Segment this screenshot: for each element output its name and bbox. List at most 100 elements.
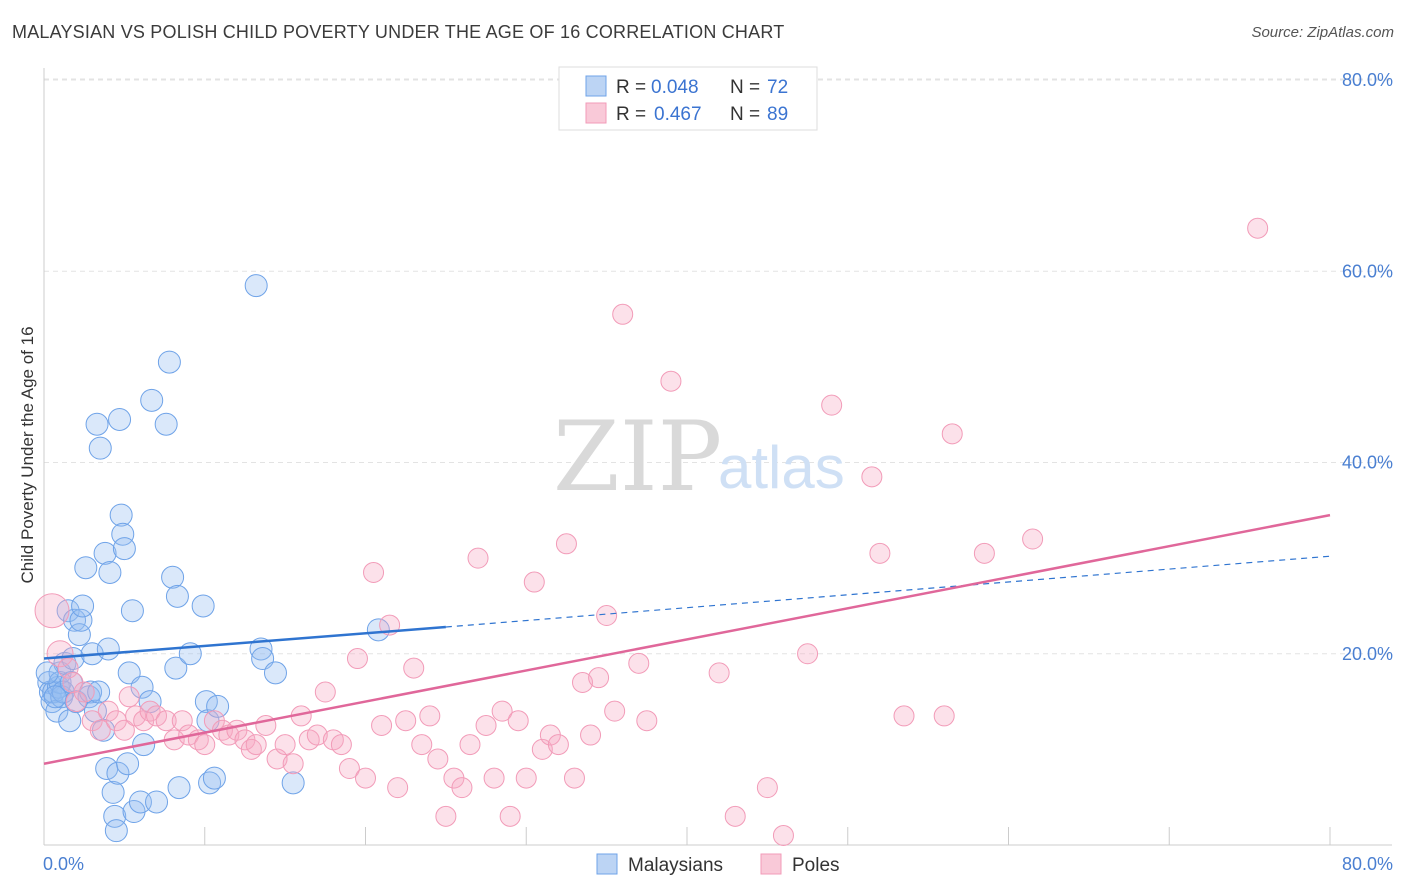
poles-point <box>596 605 618 626</box>
malaysians-point <box>140 388 164 412</box>
poles-point <box>355 767 376 789</box>
bottom-legend-swatch-poles <box>760 853 782 875</box>
poles-point <box>155 710 177 732</box>
malaysians-point <box>191 594 215 618</box>
poles-trend-line <box>43 513 1331 765</box>
poles-point <box>563 767 585 789</box>
poles-point <box>459 734 481 756</box>
poles-point <box>451 777 473 799</box>
bottom-legend-swatch-malaysians <box>596 853 618 875</box>
poles-point <box>363 561 385 583</box>
malaysians-point <box>249 637 273 661</box>
poles-point <box>547 734 569 756</box>
legend-n-label-poles: N = <box>730 104 760 125</box>
legend-r-label-poles: R = <box>616 104 646 125</box>
malaysians-point <box>35 661 59 685</box>
malaysians-point <box>194 690 218 714</box>
poles-point <box>371 714 393 736</box>
poles-point <box>893 705 915 727</box>
malaysians-point <box>85 412 109 436</box>
poles-point <box>245 734 267 756</box>
malaysians-point <box>145 790 169 814</box>
malaysians-point <box>112 537 136 561</box>
poles-point <box>1247 217 1269 239</box>
legend-r-label-malaysians: R = <box>616 77 646 98</box>
poles-point <box>46 640 74 668</box>
poles-point <box>973 542 995 564</box>
poles-point <box>483 767 505 789</box>
poles-point <box>387 777 409 799</box>
malaysians-point <box>87 680 111 704</box>
bottom-legend-label-poles: Poles <box>792 855 840 876</box>
poles-point <box>274 734 296 756</box>
malaysians-point <box>164 656 188 680</box>
x-tick-label-0: 0.0% <box>43 854 84 874</box>
y-tick-label-1: 40.0% <box>1342 453 1393 473</box>
poles-point <box>580 724 602 746</box>
poles-point <box>604 700 626 722</box>
poles-point <box>491 700 513 722</box>
poles-point <box>612 303 634 325</box>
malaysians-point <box>101 780 125 804</box>
malaysians-point <box>244 274 268 298</box>
series-poles-points <box>34 217 1269 846</box>
poles-point <box>869 542 891 564</box>
y-axis-title: Child Poverty Under the Age of 16 <box>18 326 37 583</box>
poles-point <box>403 657 425 679</box>
malaysians-point <box>202 766 226 790</box>
poles-point <box>821 394 843 416</box>
poles-point <box>419 705 441 727</box>
y-tick-label-3: 80.0% <box>1342 70 1393 90</box>
poles-point <box>515 767 537 789</box>
poles-point <box>73 681 95 703</box>
malaysians-point <box>74 556 98 580</box>
malaysians-point <box>43 685 67 709</box>
legend-swatch-poles <box>585 102 607 124</box>
top-legend: R = 0.048 N = 72 R = 0.467 N = 89 <box>558 66 818 131</box>
malaysians-point <box>108 407 132 431</box>
poles-point <box>555 533 577 555</box>
series-malaysians-points <box>35 274 390 843</box>
poles-point <box>636 710 658 732</box>
poles-point <box>330 734 352 756</box>
legend-n-value-malaysians: 72 <box>767 77 788 98</box>
poles-point <box>1022 528 1044 550</box>
poles-point <box>395 710 417 732</box>
malaysians-point <box>109 503 133 527</box>
poles-point <box>57 657 79 679</box>
bottom-legend: Malaysians Poles <box>596 853 840 876</box>
malaysians-point <box>93 541 117 565</box>
poles-point <box>314 681 336 703</box>
poles-point <box>772 824 794 846</box>
poles-point <box>89 719 111 741</box>
bottom-legend-label-malaysians: Malaysians <box>628 855 723 876</box>
legend-n-value-poles: 89 <box>767 104 788 125</box>
watermark-zip: ZIP <box>553 401 722 513</box>
malaysians-point <box>117 661 141 685</box>
malaysians-point <box>281 771 305 795</box>
malaysians-point <box>106 761 130 785</box>
poles-point <box>708 662 730 684</box>
poles-point <box>346 648 368 670</box>
poles-point <box>427 748 449 770</box>
poles-point <box>523 571 545 593</box>
poles-point <box>146 705 168 727</box>
poles-point <box>475 714 497 736</box>
poles-point <box>34 593 70 629</box>
malaysians-point <box>88 436 112 460</box>
malaysians-point <box>161 565 185 589</box>
poles-point <box>941 423 963 445</box>
chart-title: MALAYSIAN VS POLISH CHILD POVERTY UNDER … <box>12 22 785 42</box>
gridlines <box>44 78 1392 655</box>
poles-point <box>194 734 216 756</box>
poles-point <box>797 643 819 665</box>
poles-point <box>411 734 433 756</box>
poles-point <box>660 370 682 392</box>
poles-point <box>282 753 304 775</box>
watermark-atlas: atlas <box>718 434 845 501</box>
malaysians-trend-line-extension <box>445 555 1331 628</box>
poles-point <box>118 686 140 708</box>
malaysians-point <box>165 584 189 608</box>
tick-labels: 20.0% 40.0% 60.0% 80.0% 0.0% 80.0% <box>43 70 1393 874</box>
y-tick-label-0: 20.0% <box>1342 644 1393 664</box>
